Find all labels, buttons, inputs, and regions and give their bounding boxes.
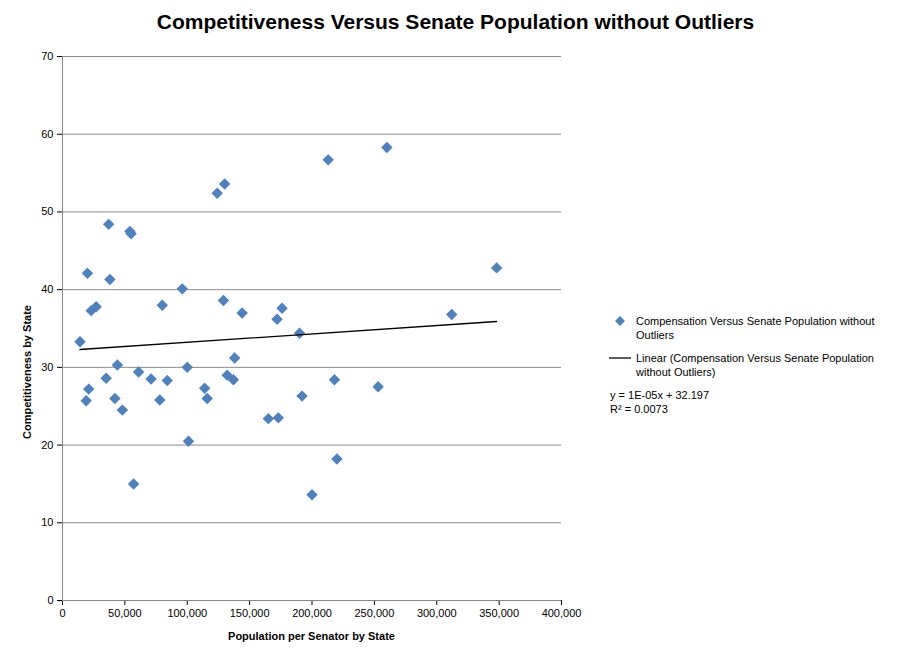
html-text:R² = 0.0073: R² = 0.0073 (610, 403, 668, 415)
html-text:Population per Senator by Stat: Population per Senator by State (228, 630, 395, 642)
svg-text:20: 20 (41, 439, 53, 451)
svg-text:50: 50 (41, 205, 53, 217)
svg-text:250,000: 250,000 (354, 607, 394, 619)
svg-text:100,000: 100,000 (167, 607, 207, 619)
html-text:Linear (Compensation Versus Se: Linear (Compensation Versus Senate Popul… (636, 352, 874, 378)
html-text:Compensation Versus Senate Pop: Compensation Versus Senate Population wi… (636, 315, 875, 341)
svg-text:10: 10 (41, 516, 53, 528)
svg-text:50,000: 50,000 (108, 607, 142, 619)
svg-text:400,000: 400,000 (542, 607, 582, 619)
html-text:Competitiveness Versus Senate: Competitiveness Versus Senate Population… (156, 10, 755, 33)
html-text:Competitiveness by State: Competitiveness by State (21, 305, 33, 439)
svg-text:40: 40 (41, 283, 53, 295)
svg-text:60: 60 (41, 128, 53, 140)
svg-text:0: 0 (47, 594, 53, 606)
svg-text:200,000: 200,000 (292, 607, 332, 619)
svg-text:300,000: 300,000 (417, 607, 457, 619)
html-text:y = 1E-05x + 32.197: y = 1E-05x + 32.197 (610, 389, 710, 401)
svg-text:0: 0 (59, 607, 65, 619)
svg-text:350,000: 350,000 (479, 607, 519, 619)
svg-text:70: 70 (41, 50, 53, 62)
svg-text:30: 30 (41, 361, 53, 373)
svg-text:150,000: 150,000 (230, 607, 270, 619)
